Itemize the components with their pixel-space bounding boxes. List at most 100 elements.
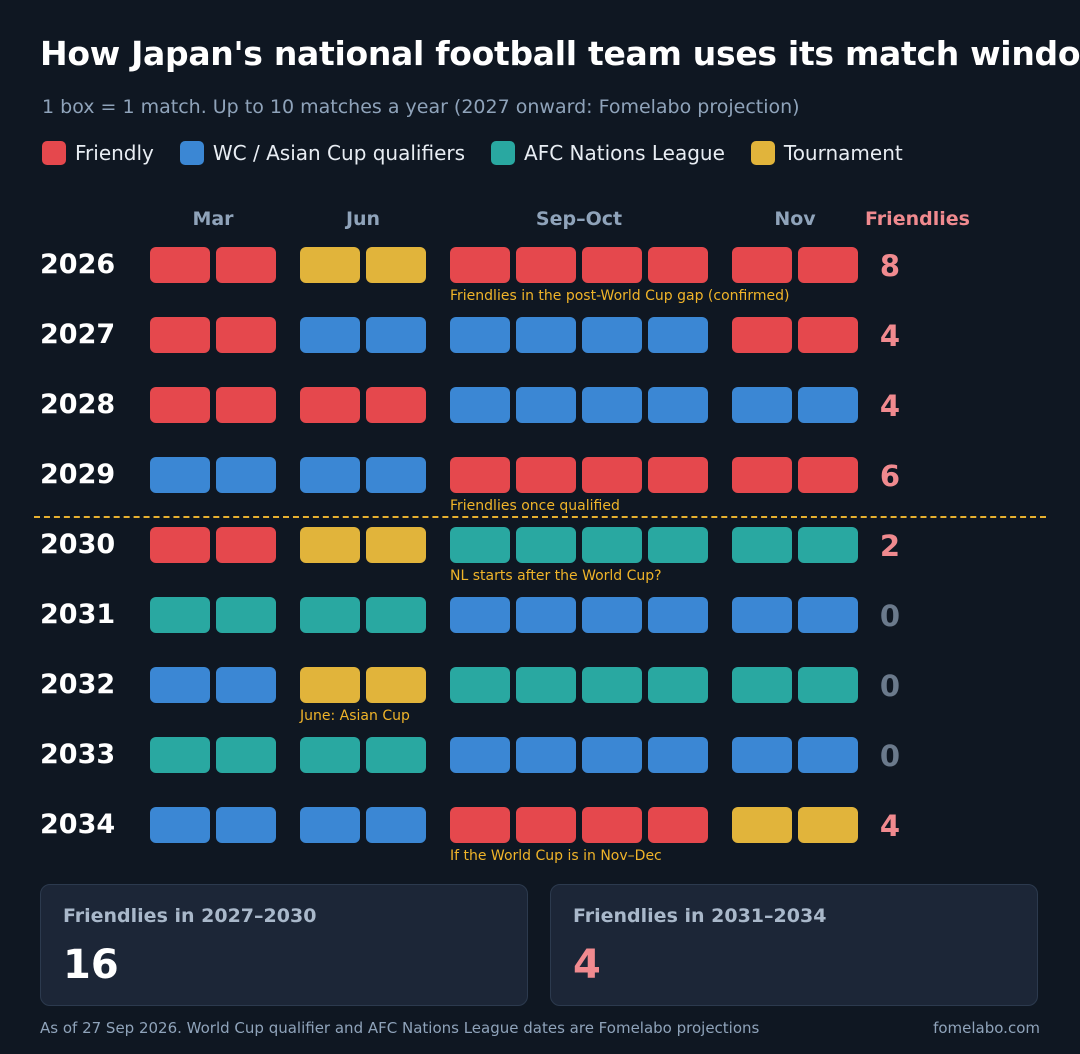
row-annotation: If the World Cup is in Nov–Dec bbox=[450, 848, 662, 864]
match-box-friendly bbox=[732, 247, 792, 283]
summary-card-value: 16 bbox=[63, 942, 119, 988]
match-box-tournament bbox=[300, 527, 360, 563]
qualification-divider bbox=[34, 516, 1046, 518]
match-box-qualifier bbox=[366, 457, 426, 493]
row-year-label: 2029 bbox=[40, 459, 116, 490]
row-year-label: 2027 bbox=[40, 319, 116, 350]
match-box-friendly bbox=[732, 317, 792, 353]
match-box-friendly bbox=[582, 457, 642, 493]
match-box-friendly bbox=[216, 247, 276, 283]
match-box-qualifier bbox=[366, 807, 426, 843]
column-header-window: Sep–Oct bbox=[535, 208, 623, 230]
match-box-nations bbox=[450, 527, 510, 563]
match-box-friendly bbox=[798, 457, 858, 493]
match-box-friendly bbox=[216, 317, 276, 353]
match-box-nations bbox=[300, 737, 360, 773]
match-box-friendly bbox=[450, 807, 510, 843]
row-annotation: June: Asian Cup bbox=[300, 708, 410, 724]
match-box-nations bbox=[732, 527, 792, 563]
column-header-window: Nov bbox=[774, 208, 816, 230]
match-box-friendly bbox=[648, 247, 708, 283]
chart-subtitle: 1 box = 1 match. Up to 10 matches a year… bbox=[42, 96, 800, 118]
friendlies-count: 6 bbox=[879, 459, 901, 493]
row-year-label: 2030 bbox=[40, 529, 116, 560]
legend-swatch bbox=[750, 141, 775, 165]
match-box-friendly bbox=[216, 527, 276, 563]
match-box-qualifier bbox=[798, 387, 858, 423]
row-year-label: 2031 bbox=[40, 599, 116, 630]
friendlies-count: 4 bbox=[879, 319, 901, 353]
match-box-qualifier bbox=[450, 387, 510, 423]
friendlies-count: 8 bbox=[879, 249, 901, 283]
match-box-tournament bbox=[798, 807, 858, 843]
match-box-friendly bbox=[582, 247, 642, 283]
legend-swatch bbox=[491, 141, 516, 165]
match-box-nations bbox=[798, 527, 858, 563]
row-annotation: Friendlies once qualified bbox=[450, 498, 620, 514]
match-box-qualifier bbox=[300, 317, 360, 353]
footer-note: As of 27 Sep 2026. World Cup qualifier a… bbox=[40, 1019, 760, 1037]
match-box-friendly bbox=[516, 807, 576, 843]
row-year-label: 2028 bbox=[40, 389, 116, 420]
column-header-window: Mar bbox=[192, 208, 234, 230]
row-year-label: 2026 bbox=[40, 249, 116, 280]
chart-title: How Japan's national football team uses … bbox=[40, 34, 1080, 73]
match-box-nations bbox=[150, 737, 210, 773]
match-box-qualifier bbox=[516, 317, 576, 353]
match-box-qualifier bbox=[516, 387, 576, 423]
legend-item-tournament: Tournament bbox=[750, 141, 903, 165]
match-box-nations bbox=[516, 667, 576, 703]
friendlies-count: 0 bbox=[879, 739, 901, 773]
match-box-nations bbox=[150, 597, 210, 633]
friendlies-count: 2 bbox=[879, 529, 901, 563]
match-box-nations bbox=[798, 667, 858, 703]
match-box-qualifier bbox=[582, 737, 642, 773]
legend-item-nations: AFC Nations League bbox=[491, 141, 725, 165]
match-box-friendly bbox=[150, 247, 210, 283]
match-box-nations bbox=[582, 527, 642, 563]
match-box-tournament bbox=[300, 247, 360, 283]
legend-item-qualifier: WC / Asian Cup qualifiers bbox=[179, 141, 465, 165]
match-box-qualifier bbox=[582, 317, 642, 353]
summary-card-2027-2030: Friendlies in 2027–2030 16 bbox=[40, 884, 528, 1006]
column-header-window: Jun bbox=[345, 208, 381, 230]
friendlies-count: 0 bbox=[879, 599, 901, 633]
row-year-label: 2033 bbox=[40, 739, 116, 770]
match-box-nations bbox=[648, 527, 708, 563]
match-box-qualifier bbox=[150, 457, 210, 493]
summary-card-2031-2034: Friendlies in 2031–2034 4 bbox=[550, 884, 1038, 1006]
match-box-qualifier bbox=[582, 387, 642, 423]
match-box-nations bbox=[450, 667, 510, 703]
match-box-qualifier bbox=[582, 597, 642, 633]
legend: Friendly WC / Asian Cup qualifiers AFC Nat… bbox=[42, 139, 903, 167]
match-box-nations bbox=[366, 597, 426, 633]
match-box-qualifier bbox=[516, 597, 576, 633]
friendlies-count: 0 bbox=[879, 669, 901, 703]
match-box-qualifier bbox=[516, 737, 576, 773]
match-box-nations bbox=[648, 667, 708, 703]
match-box-friendly bbox=[450, 247, 510, 283]
match-box-tournament bbox=[732, 807, 792, 843]
match-box-qualifier bbox=[300, 457, 360, 493]
match-box-nations bbox=[216, 597, 276, 633]
match-box-friendly bbox=[216, 387, 276, 423]
match-box-tournament bbox=[366, 667, 426, 703]
legend-label: AFC Nations League bbox=[524, 141, 725, 165]
match-box-qualifier bbox=[216, 667, 276, 703]
match-box-friendly bbox=[150, 317, 210, 353]
friendlies-count: 4 bbox=[879, 389, 901, 423]
match-box-qualifier bbox=[798, 737, 858, 773]
match-box-friendly bbox=[582, 807, 642, 843]
match-box-qualifier bbox=[648, 317, 708, 353]
column-header-friendlies: Friendlies bbox=[865, 208, 970, 230]
match-box-friendly bbox=[648, 807, 708, 843]
row-year-label: 2034 bbox=[40, 809, 116, 840]
friendlies-count: 4 bbox=[879, 809, 901, 843]
match-box-qualifier bbox=[798, 597, 858, 633]
match-box-qualifier bbox=[150, 807, 210, 843]
match-box-qualifier bbox=[150, 667, 210, 703]
match-box-qualifier bbox=[300, 807, 360, 843]
match-box-qualifier bbox=[366, 317, 426, 353]
summary-card-value: 4 bbox=[573, 942, 601, 988]
match-box-friendly bbox=[150, 387, 210, 423]
